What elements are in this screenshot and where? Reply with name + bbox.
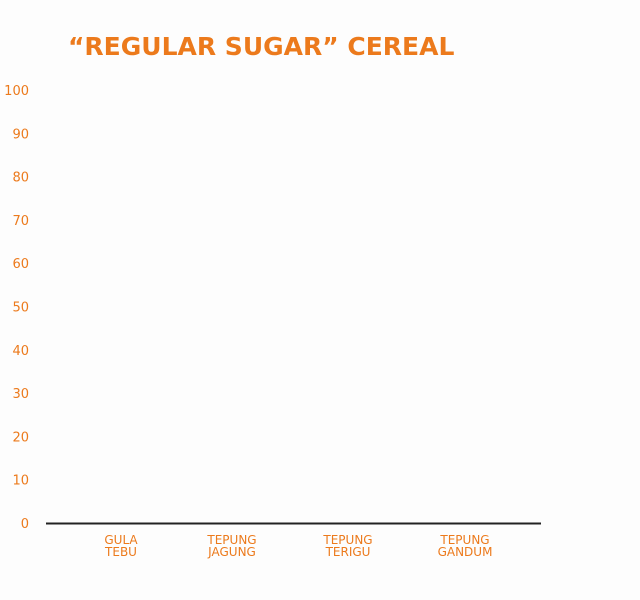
x-tick-label-line: TEPUNG	[439, 533, 489, 547]
y-tick-label: 70	[12, 214, 29, 229]
y-tick-label: 50	[12, 301, 29, 316]
x-tick-label: GULA TEBU	[104, 533, 138, 559]
y-tick-label: 80	[12, 171, 29, 186]
y-tick-label: 30	[12, 387, 29, 402]
y-axis-ticks: 0 10 20 30 40 50 60 70 80 90 100	[4, 84, 29, 532]
y-tick-label: 20	[12, 430, 29, 445]
x-tick-label: TEPUNG TERIGU	[322, 533, 372, 559]
x-tick-label-line: TEBU	[104, 545, 137, 559]
x-tick-label: TEPUNG GANDUM	[438, 533, 493, 559]
y-tick-label: 100	[4, 84, 29, 99]
x-tick-label-line: GULA	[104, 533, 138, 547]
x-tick-label-line: TEPUNG	[206, 533, 256, 547]
y-tick-label: 0	[21, 517, 29, 532]
y-tick-label: 10	[12, 474, 29, 489]
chart-title: “REGULAR SUGAR” CEREAL	[68, 32, 454, 61]
x-tick-label-line: TERIGU	[325, 545, 371, 559]
x-tick-label-line: GANDUM	[438, 545, 493, 559]
x-tick-label-line: TEPUNG	[322, 533, 372, 547]
y-tick-label: 40	[12, 344, 29, 359]
x-tick-label: TEPUNG JAGUNG	[206, 533, 256, 559]
x-tick-label-line: JAGUNG	[207, 545, 256, 559]
y-tick-label: 60	[12, 257, 29, 272]
y-tick-label: 90	[12, 127, 29, 142]
